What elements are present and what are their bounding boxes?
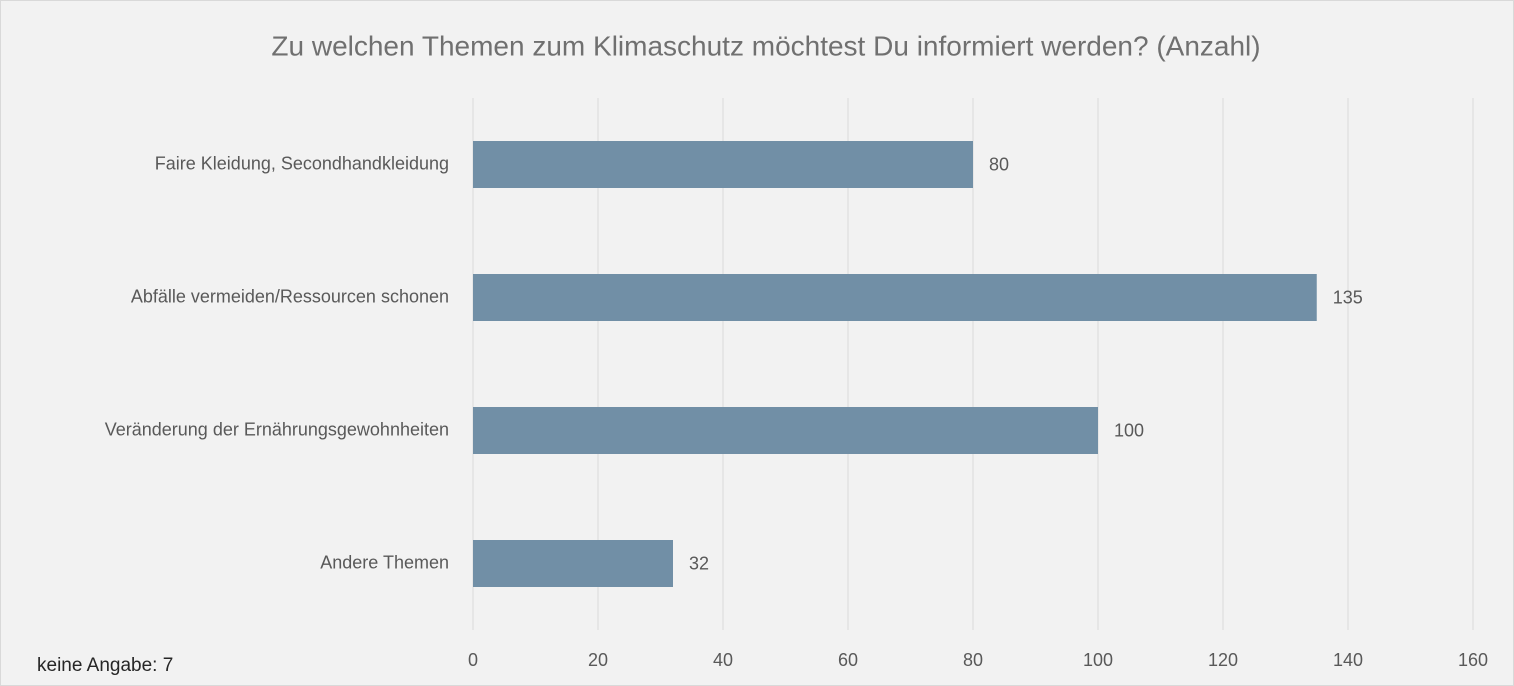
x-tick-label: 100 <box>1083 650 1113 670</box>
y-tick-label: Faire Kleidung, Secondhandkleidung <box>155 153 449 173</box>
bar <box>473 141 973 188</box>
data-label: 135 <box>1333 287 1363 307</box>
bar <box>473 540 673 587</box>
x-tick-label: 40 <box>713 650 733 670</box>
bar <box>473 274 1317 321</box>
y-tick-label: Andere Themen <box>320 552 449 572</box>
x-tick-label: 160 <box>1458 650 1488 670</box>
x-tick-label: 80 <box>963 650 983 670</box>
data-label: 32 <box>689 553 709 573</box>
x-tick-label: 60 <box>838 650 858 670</box>
x-tick-label: 0 <box>468 650 478 670</box>
annotation: keine Angabe: 7 <box>37 655 173 676</box>
data-label: 80 <box>989 154 1009 174</box>
data-label: 100 <box>1114 420 1144 440</box>
x-tick-label: 120 <box>1208 650 1238 670</box>
x-tick-label: 140 <box>1333 650 1363 670</box>
y-tick-label: Abfälle vermeiden/Ressourcen schonen <box>131 286 449 306</box>
bar <box>473 407 1098 454</box>
chart-title: Zu welchen Themen zum Klimaschutz möchte… <box>271 30 1260 61</box>
y-tick-label: Veränderung der Ernährungsgewohnheiten <box>105 419 449 439</box>
x-tick-label: 20 <box>588 650 608 670</box>
